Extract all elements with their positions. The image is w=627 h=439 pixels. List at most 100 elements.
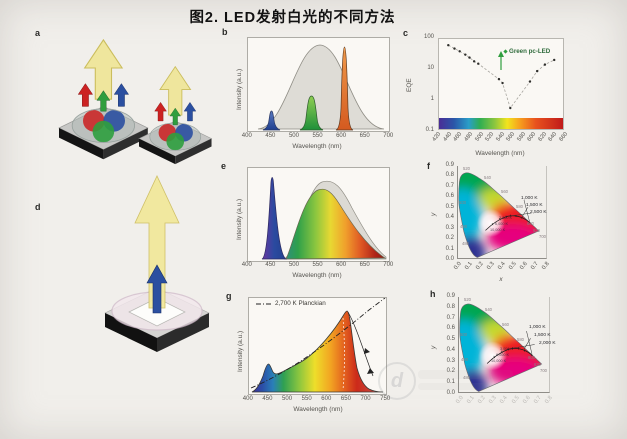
h-wl-490: 490 — [461, 357, 468, 362]
h-temp-1500k: 1,500 K — [534, 333, 551, 338]
tick-label: 0.1 — [425, 127, 434, 133]
f-wl-480: 480 — [462, 241, 469, 246]
tick-label: 550 — [301, 396, 312, 402]
tick-cell: 700 — [376, 133, 400, 139]
tick-label: 500 — [288, 133, 299, 139]
tick-label: 400 — [242, 396, 253, 402]
f-wl-540: 540 — [484, 175, 491, 180]
dash-dot-line-icon — [256, 303, 272, 304]
panel-f-label: f — [427, 161, 430, 171]
tick-cell: 650 — [353, 133, 377, 139]
eqe-data-point — [535, 69, 539, 73]
panel-f-yticks: 0.9 0.8 0.7 0.6 0.5 0.4 0.3 0.2 0.1 0.0 — [441, 162, 454, 262]
f-wl-580: 580 — [516, 204, 523, 209]
green-pc-led-text: Green pc-LED — [509, 48, 551, 55]
figure-title: 图2. LED发射白光的不同方法 — [189, 10, 396, 26]
tick-cell: 700 — [356, 396, 376, 402]
cie-diagram-h — [459, 297, 549, 392]
panel-g-label: g — [226, 291, 232, 301]
panel-g-legend-label: 2,700 K Planckian — [275, 300, 326, 307]
eqe-data-point — [447, 44, 450, 47]
tick-label: 0.8 — [541, 260, 552, 272]
f-wl-560: 560 — [501, 189, 508, 194]
f-locus-10000k: 10,000 K — [490, 228, 506, 232]
panel-g-ylabel: Intensity (a.u.) — [237, 330, 244, 372]
watermark-letter: d — [390, 369, 404, 392]
green-pc-led-annotation: Green pc-LED — [503, 48, 551, 55]
f-locus-3000k: 3,000 K — [499, 216, 513, 220]
tick-cell: 500 — [473, 131, 485, 142]
h-wl-500: 500 — [460, 332, 467, 337]
panel-a-label: a — [35, 28, 41, 38]
tick-cell: 650 — [353, 262, 377, 268]
tick-cell: 0.5 — [507, 261, 519, 271]
tick-label: 600 — [336, 262, 347, 268]
panel-b-plot-area — [247, 37, 390, 132]
tick-label: 400 — [241, 133, 252, 139]
tick-label: 400 — [241, 262, 252, 268]
tick-label: 0.9 — [445, 162, 454, 168]
h-locus-6000k: 6,000 K — [496, 353, 510, 357]
f-locus-6000k: 6,000 K — [495, 222, 509, 226]
eqe-data-point — [553, 58, 556, 62]
tick-cell: 500 — [277, 396, 297, 402]
panel-f-xticks: 0.0 0.1 0.2 0.3 0.4 0.5 0.6 0.7 0.8 — [452, 261, 552, 271]
tick-cell: 550 — [297, 396, 317, 402]
f-temp-1500k: 1,500 K — [526, 203, 543, 208]
panel-c-eqe-chart — [439, 44, 563, 129]
panel-e-xticks: 400 450 500 550 600 650 700 — [235, 262, 400, 268]
tick-cell: 0.0 — [453, 395, 465, 405]
f-wl-700: 700 — [539, 234, 546, 239]
h-wl-560: 560 — [502, 322, 509, 327]
tick-label: 100 — [423, 34, 434, 40]
tick-cell: 580 — [515, 131, 527, 142]
tick-cell: 0.8 — [540, 261, 552, 271]
tick-cell: 0.8 — [447, 304, 455, 310]
panel-f-xlabel: x — [499, 276, 503, 283]
tick-cell: 640 — [547, 131, 559, 142]
tick-cell: 1 — [431, 96, 434, 102]
panel-g-legend: 2,700 K Planckian — [256, 300, 326, 307]
tick-label: 480 — [463, 131, 475, 143]
tick-label: 750 — [380, 396, 391, 402]
panel-g-spectra — [250, 298, 386, 393]
panel-h-xticks: 0.0 0.1 0.2 0.3 0.4 0.5 0.6 0.7 0.8 — [453, 395, 554, 405]
cie-diagram-f — [458, 166, 546, 258]
tick-label: 0.3 — [488, 394, 499, 406]
tick-label: 700 — [360, 396, 371, 402]
eqe-data-point — [468, 56, 471, 59]
panel-e-label: e — [221, 161, 227, 171]
tick-label: 0.3 — [446, 357, 455, 364]
tick-label: 450 — [262, 396, 273, 402]
rgb-led-chips-illustration — [55, 30, 215, 165]
tick-cell: 0.1 — [464, 395, 476, 405]
panel-h-yticks: 0.9 0.8 0.7 0.6 0.5 0.4 0.3 0.2 0.1 0.0 — [442, 293, 455, 396]
tick-label: 0.0 — [446, 389, 455, 396]
tick-label: 0.7 — [446, 314, 455, 321]
tick-cell: 400 — [235, 133, 259, 139]
tick-cell: 600 — [526, 131, 538, 142]
tick-label: 0.7 — [530, 260, 541, 272]
tick-cell: 550 — [306, 262, 330, 268]
tick-label: 0.3 — [445, 224, 454, 231]
tick-cell: 0.7 — [447, 315, 455, 321]
tick-cell: 0.8 — [446, 172, 454, 178]
tick-label: 0.2 — [446, 368, 455, 375]
tick-label: 0.7 — [445, 182, 454, 189]
tick-cell: 0.7 — [532, 395, 543, 405]
panel-g-xticks: 400 450 500 550 600 650 700 750 — [238, 396, 395, 402]
panel-f-ylabel: y — [430, 212, 437, 216]
tick-cell: 620 — [536, 131, 548, 142]
tick-label: 0.3 — [486, 260, 497, 272]
panel-b-xlabel: Wavelength (nm) — [292, 143, 342, 150]
tick-cell: 0.3 — [485, 261, 497, 271]
panel-e-plot-area — [247, 167, 390, 262]
tick-cell: 0.6 — [518, 261, 530, 271]
panel-c-xticks: 420 440 460 480 500 520 540 560 580 600 620 640 660 — [431, 131, 569, 142]
eqe-data-point — [528, 80, 532, 83]
eqe-data-point — [477, 62, 480, 65]
tick-label: 0.0 — [454, 394, 465, 406]
tick-label: 600 — [336, 133, 347, 139]
tick-cell: 0.5 — [509, 395, 521, 405]
tick-cell: 100 — [424, 34, 434, 40]
